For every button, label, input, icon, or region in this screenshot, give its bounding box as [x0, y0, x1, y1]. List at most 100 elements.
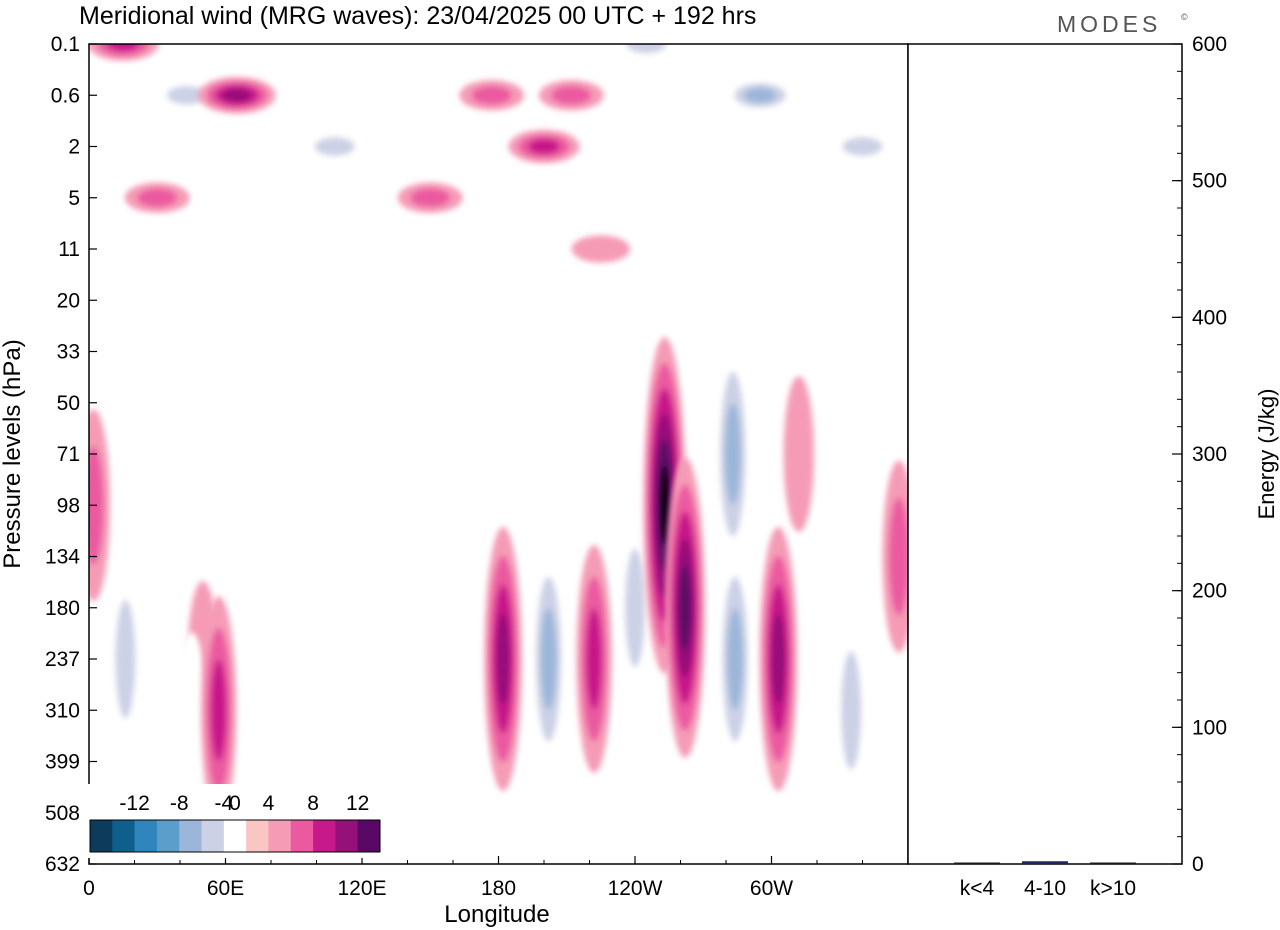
colorbar-label: 4 — [263, 792, 275, 815]
heatmap-contour — [551, 85, 592, 105]
heatmap-feature — [618, 511, 652, 704]
energy-x-axis: k<4 4-10 k>10 — [960, 877, 1136, 900]
heatmap-contour — [107, 44, 139, 52]
chart-title: Meridional wind (MRG waves): 23/04/2025 … — [79, 2, 756, 30]
heatmap-feature — [397, 182, 463, 213]
heatmap-contour — [528, 139, 560, 154]
heatmap-contour — [255, 581, 287, 737]
heatmap-contour — [841, 651, 862, 770]
heatmap-contour — [659, 464, 670, 546]
heatmap-contour — [314, 137, 355, 156]
x-tick-label: 60W — [750, 877, 793, 900]
heatmap-feature — [613, 44, 679, 60]
heatmap-feature — [508, 129, 580, 164]
colorbar-swatch — [201, 820, 225, 852]
heatmap-feature — [717, 545, 753, 773]
heatmap-feature — [783, 376, 814, 532]
colorbar-swatch — [179, 820, 202, 852]
heatmap-feature — [319, 581, 350, 737]
y-tick-label: 399 — [45, 751, 80, 774]
heatmap-contour — [674, 286, 733, 314]
y-tick-label: 33 — [57, 341, 80, 364]
heatmap-contour — [166, 85, 207, 105]
heatmap-contour — [725, 403, 741, 505]
energy-tick-label: 0 — [1192, 853, 1204, 876]
modes-logo-mark: © — [1181, 12, 1192, 22]
x-tick-label: 120E — [337, 877, 386, 900]
energy-bar — [1022, 861, 1068, 864]
heatmap-feature — [830, 131, 895, 162]
y-axis: 0.1 0.6 2 5 11 20 33 50 71 98 134 180 237 310 399 508 63… — [45, 33, 97, 876]
energy-panel: 0 100 200 300 400 500 600 k<4 4-10 k>10 — [907, 33, 1227, 900]
colorbar-swatch — [223, 820, 247, 852]
modes-logo: MODES — [1057, 11, 1161, 37]
energy-bar — [954, 862, 1000, 864]
x-tick-label: 180 — [481, 877, 516, 900]
heatmap-contour — [540, 608, 557, 710]
energy-tick-label: 300 — [1192, 443, 1227, 466]
energy-category-label: 4-10 — [1024, 877, 1066, 900]
colorbar-swatch — [290, 820, 314, 852]
heatmap-contour — [137, 188, 178, 208]
x-axis-label: Longitude — [444, 901, 549, 928]
colorbar-label: -12 — [119, 792, 149, 815]
heatmap-feature — [124, 182, 190, 213]
energy-axis-label: Energy (J/kg) — [1254, 389, 1279, 520]
heatmap-feature — [459, 80, 525, 111]
y-tick-label: 134 — [45, 546, 80, 569]
heatmap-feature — [834, 614, 868, 807]
heatmap-feature — [538, 80, 604, 111]
heatmap-contour — [571, 235, 631, 263]
heatmap-feature — [155, 632, 187, 789]
heatmap-contour — [155, 632, 187, 789]
x-tick-label: 60E — [207, 877, 244, 900]
heatmap-feature — [665, 457, 706, 758]
heatmap-contour — [586, 608, 602, 710]
heatmap-feature — [530, 545, 567, 773]
heatmap-feature — [255, 581, 287, 737]
heatmap-feature — [201, 596, 237, 825]
heatmap-contour — [319, 581, 350, 737]
colorbar-swatch — [357, 820, 381, 852]
heatmap-contour — [624, 548, 646, 667]
energy-tick-label: 100 — [1192, 716, 1227, 739]
heatmap-feature — [484, 527, 522, 791]
y-tick-label: 11 — [58, 238, 80, 261]
heatmap-contour — [771, 613, 785, 705]
heatmap-feature — [674, 286, 733, 314]
heatmap-contour — [210, 659, 227, 761]
heatmap-feature — [571, 235, 631, 263]
y-tick-label: 508 — [45, 802, 80, 825]
x-tick-label: 120W — [608, 877, 663, 900]
y-axis-label: Pressure levels (hPa) — [0, 339, 26, 568]
energy-tick-label: 500 — [1192, 170, 1227, 193]
y-tick-label: 180 — [45, 597, 80, 620]
colorbar-swatch — [335, 820, 358, 852]
y-tick-label: 98 — [57, 494, 80, 517]
heatmap-contour — [496, 613, 510, 705]
heatmap-contour — [744, 87, 776, 103]
energy-tick-label: 200 — [1192, 580, 1227, 603]
heatmap-plot — [88, 43, 909, 865]
colorbar-label: 12 — [346, 792, 369, 815]
energy-category-label: k>10 — [1090, 877, 1136, 900]
heatmap-contour — [471, 85, 512, 105]
heatmap-contour — [223, 88, 251, 102]
y-tick-label: 50 — [57, 392, 80, 415]
heatmap-feature — [810, 184, 869, 212]
heatmap-features — [89, 44, 908, 825]
energy-bar — [1090, 862, 1136, 864]
heatmap-contour — [810, 184, 869, 212]
heatmap-contour — [679, 564, 691, 651]
heatmap-feature — [715, 340, 751, 568]
heatmap-contour — [888, 497, 908, 616]
heatmap-feature — [184, 235, 244, 263]
energy-bars — [954, 861, 1136, 864]
y-tick-label: 0.6 — [51, 84, 80, 107]
y-tick-label: 237 — [45, 648, 80, 671]
y-tick-label: 0.1 — [51, 33, 80, 56]
colorbar-label: -4 — [215, 792, 234, 815]
colorbar-label: 8 — [307, 792, 319, 815]
heatmap-feature — [302, 131, 368, 162]
